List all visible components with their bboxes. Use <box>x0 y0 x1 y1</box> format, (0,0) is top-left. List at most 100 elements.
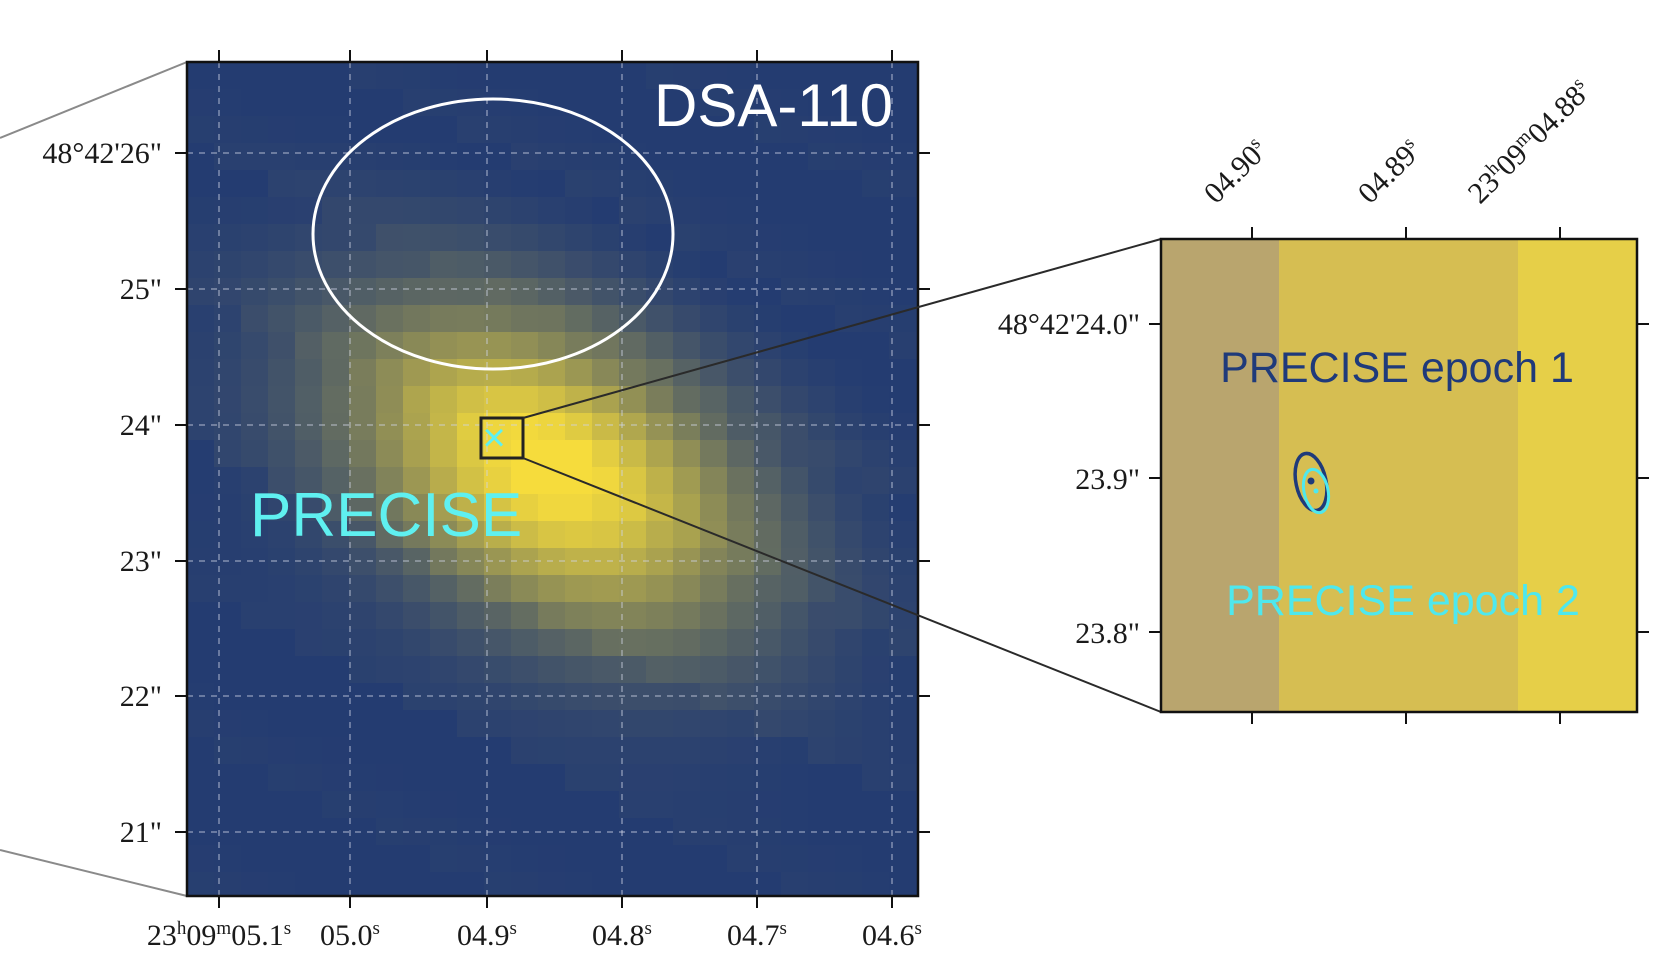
map-pixel <box>430 386 458 414</box>
map-pixel <box>916 440 918 468</box>
map-pixel <box>457 494 485 522</box>
map-pixel <box>835 386 863 414</box>
map-pixel <box>673 224 701 252</box>
map-pixel <box>727 332 755 360</box>
map-pixel <box>187 251 215 279</box>
map-pixel <box>646 872 674 896</box>
map-pixel <box>565 602 593 630</box>
map-pixel <box>403 872 431 896</box>
map-pixel <box>862 413 890 441</box>
map-pixel <box>700 197 728 225</box>
map-pixel <box>619 710 647 738</box>
left-ra-axis: 23h09m05.1s 05.0s 04.9s 04.8s 04.7s 04.6… <box>147 918 922 952</box>
map-pixel <box>187 170 215 198</box>
map-pixel <box>727 467 755 495</box>
zoom-dec-tick-label: 48°42'24.0" <box>998 308 1140 341</box>
map-pixel <box>538 764 566 792</box>
map-pixel <box>565 737 593 765</box>
map-pixel <box>835 89 863 117</box>
map-pixel <box>187 143 215 171</box>
map-pixel <box>808 845 836 873</box>
map-pixel <box>295 116 323 144</box>
map-pixel <box>214 116 242 144</box>
map-pixel <box>511 872 539 896</box>
map-pixel <box>214 791 242 819</box>
map-pixel <box>403 494 431 522</box>
map-pixel <box>214 440 242 468</box>
map-pixel <box>376 359 404 387</box>
map-pixel <box>511 521 539 549</box>
map-pixel <box>457 575 485 603</box>
map-pixel <box>295 170 323 198</box>
map-pixel <box>700 332 728 360</box>
map-pixel <box>376 575 404 603</box>
map-pixel <box>187 521 215 549</box>
map-pixel <box>862 629 890 657</box>
map-pixel <box>781 872 809 896</box>
map-pixel <box>835 251 863 279</box>
map-pixel <box>538 710 566 738</box>
map-pixel <box>889 656 917 684</box>
map-pixel <box>700 170 728 198</box>
map-pixel <box>700 656 728 684</box>
map-pixel <box>889 737 917 765</box>
map-pixel <box>619 197 647 225</box>
map-pixel <box>727 251 755 279</box>
map-pixel <box>430 467 458 495</box>
map-pixel <box>916 332 918 360</box>
map-pixel <box>781 170 809 198</box>
map-pixel <box>430 845 458 873</box>
map-pixel <box>727 89 755 117</box>
map-pixel <box>754 737 782 765</box>
map-pixel <box>457 62 485 90</box>
map-pixel <box>349 764 377 792</box>
map-pixel <box>214 89 242 117</box>
map-pixel <box>322 629 350 657</box>
map-pixel <box>619 467 647 495</box>
map-pixel <box>430 575 458 603</box>
map-pixel <box>592 845 620 873</box>
map-pixel <box>295 656 323 684</box>
map-pixel <box>619 764 647 792</box>
map-pixel <box>295 629 323 657</box>
map-pixel <box>430 656 458 684</box>
map-pixel <box>835 737 863 765</box>
left-map-panel: DSA-110 × PRECISE 48°42'26" 25" 24" 23" … <box>42 50 930 952</box>
map-pixel <box>511 575 539 603</box>
map-pixel <box>187 845 215 873</box>
map-pixel <box>484 224 512 252</box>
map-pixel <box>484 89 512 117</box>
map-pixel <box>673 521 701 549</box>
map-pixel <box>484 656 512 684</box>
map-pixel <box>808 170 836 198</box>
map-pixel <box>457 656 485 684</box>
zoom-map-panel: PRECISE epoch 1 PRECISE epoch 2 48°42'24… <box>998 73 1649 724</box>
map-pixel <box>484 170 512 198</box>
map-pixel <box>862 467 890 495</box>
map-pixel <box>619 521 647 549</box>
map-pixel <box>646 89 674 117</box>
map-pixel <box>349 386 377 414</box>
map-pixel <box>889 440 917 468</box>
map-pixel <box>457 116 485 144</box>
map-pixel <box>187 629 215 657</box>
map-pixel <box>268 791 296 819</box>
map-pixel <box>619 656 647 684</box>
map-pixel <box>700 143 728 171</box>
map-pixel <box>241 602 269 630</box>
epoch1-position-dot <box>1307 477 1315 485</box>
map-pixel <box>862 872 890 896</box>
map-pixel <box>430 629 458 657</box>
map-pixel <box>727 710 755 738</box>
map-pixel <box>484 791 512 819</box>
map-pixel <box>619 89 647 117</box>
map-pixel <box>673 251 701 279</box>
map-pixel <box>916 305 918 333</box>
map-pixel <box>889 764 917 792</box>
map-pixel <box>862 116 890 144</box>
map-pixel <box>754 170 782 198</box>
map-pixel <box>754 278 782 306</box>
map-pixel <box>538 737 566 765</box>
map-pixel <box>700 629 728 657</box>
map-pixel <box>862 89 890 117</box>
